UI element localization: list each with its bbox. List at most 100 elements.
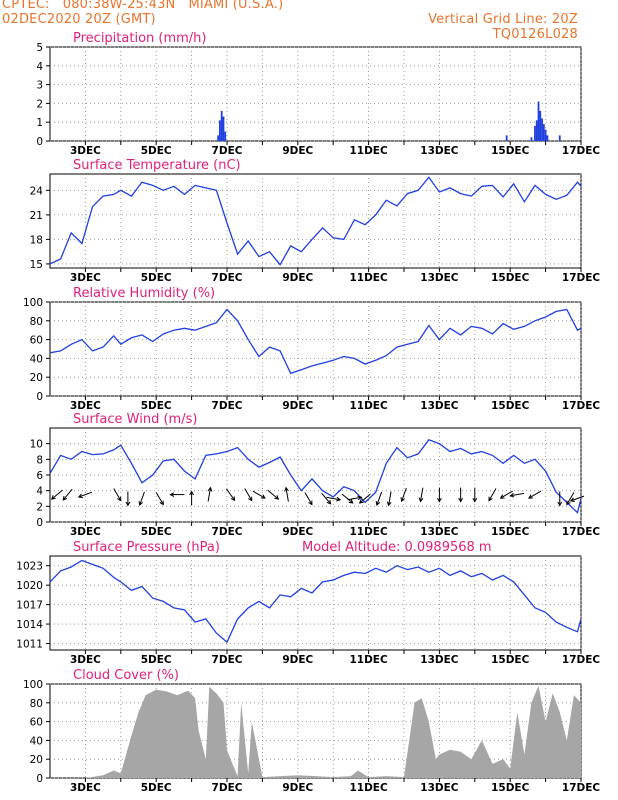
wind-arrow-head	[348, 499, 354, 504]
y-tick-label: 2	[36, 98, 43, 110]
wind-arrow-shaft	[500, 490, 513, 499]
precip-bar	[220, 110, 223, 141]
x-tick-label: 15DEC	[491, 145, 530, 157]
y-tick-label: 18	[30, 234, 43, 246]
wind-arrow-head	[159, 500, 164, 506]
wind-arrow-head	[557, 501, 563, 507]
y-tick-label: 40	[30, 353, 43, 365]
precip-bar	[544, 129, 547, 141]
y-tick-label: 15	[30, 259, 43, 271]
y-tick-label: 0	[36, 517, 43, 529]
x-tick-label: 9DEC	[282, 782, 313, 794]
wind-arrow-shaft	[252, 490, 266, 499]
wind-arrow-shaft	[139, 491, 145, 506]
wind-arrow-head	[472, 497, 478, 503]
wind-arrow-head	[308, 500, 313, 506]
x-tick-label: 3DEC	[70, 272, 101, 284]
panel-title: Surface Temperature (nC)	[73, 158, 241, 173]
x-tick-label: 7DEC	[212, 782, 243, 794]
wind-arrow-head	[437, 497, 442, 503]
wind-arrow-shaft	[326, 496, 341, 501]
wind-arrow-head	[50, 495, 56, 500]
precip-bar	[542, 124, 545, 141]
series-line	[49, 439, 582, 514]
wind-arrow-shaft	[207, 487, 212, 502]
series-line	[49, 559, 582, 644]
panel-1: 15 18 21 24 3DEC 5DEC 7DEC 9DEC 11DEC 13DEC 15DEC 1…	[30, 158, 601, 284]
panel-frame	[49, 427, 582, 523]
wind-arrow-head	[248, 496, 253, 502]
y-tick-label: 21	[30, 210, 43, 222]
y-tick-label: 0	[36, 136, 43, 148]
wind-arrow-head	[386, 501, 392, 507]
x-tick-label: 9DEC	[282, 400, 313, 412]
wind-arrow-head	[488, 496, 493, 502]
y-tick-label: 2	[36, 501, 43, 513]
wind-arrow-shaft	[376, 491, 383, 506]
x-tick-label: 17DEC	[562, 400, 601, 412]
wind-arrow-shaft	[304, 492, 313, 505]
panel-2: 0 20 40 60 80 100 3DEC 5DEC 7DEC 9DEC 11DEC 13DEC 15…	[23, 286, 600, 412]
wind-arrow-head	[207, 486, 213, 492]
wind-arrow-shaft	[566, 492, 575, 505]
x-tick-label: 17DEC	[562, 782, 601, 794]
y-tick-label: 1017	[16, 600, 43, 612]
panel-frame	[49, 555, 582, 651]
y-tick-label: 80	[30, 698, 43, 710]
x-tick-label: 3DEC	[70, 400, 101, 412]
y-tick-label: 1020	[16, 580, 43, 592]
x-tick-label: 11DEC	[349, 145, 388, 157]
wind-arrow-shaft	[62, 488, 73, 501]
wind-arrow-head	[528, 494, 533, 499]
x-tick-label: 11DEC	[349, 272, 388, 284]
wind-arrow-shaft	[155, 492, 164, 505]
wind-arrow-shaft	[285, 487, 289, 502]
x-tick-label: 7DEC	[212, 400, 243, 412]
y-tick-label: 24	[30, 185, 44, 197]
panel-title: Surface Pressure (hPa)	[73, 540, 220, 555]
x-tick-label: 11DEC	[349, 782, 388, 794]
wind-arrow-shaft	[113, 488, 122, 501]
precip-bar	[546, 135, 549, 141]
wind-arrow-shaft	[488, 488, 497, 501]
x-tick-label: 9DEC	[282, 145, 313, 157]
wind-arrow-head	[117, 496, 122, 502]
y-tick-label: 4	[36, 486, 43, 498]
y-tick-label: 100	[23, 297, 43, 309]
panel-title: Cloud Cover (%)	[73, 668, 179, 683]
wind-arrow-head	[357, 495, 363, 501]
x-tick-label: 9DEC	[282, 526, 313, 538]
y-tick-label: 3	[36, 80, 43, 92]
wind-arrow-shaft	[341, 493, 354, 504]
x-tick-label: 13DEC	[420, 400, 459, 412]
model-id: TQ0126L028	[492, 27, 578, 42]
wind-arrow-head	[138, 501, 143, 507]
wind-arrow-head	[569, 497, 575, 502]
wind-arrow-head	[274, 495, 280, 500]
panel-title: Surface Wind (m/s)	[73, 412, 197, 427]
series-line	[49, 176, 582, 266]
wind-arrow-head	[336, 496, 342, 502]
x-tick-label: 13DEC	[420, 782, 459, 794]
x-tick-label: 15DEC	[491, 654, 530, 666]
model-altitude: Model Altitude: 0.0989568 m	[302, 540, 492, 555]
wind-arrow-head	[358, 499, 364, 504]
x-tick-label: 13DEC	[420, 272, 459, 284]
series-line	[49, 308, 582, 375]
wind-arrow-shaft	[244, 488, 253, 501]
wind-arrow-head	[189, 490, 194, 496]
y-tick-label: 80	[30, 316, 43, 328]
x-tick-label: 11DEC	[349, 526, 388, 538]
wind-arrow-shaft	[419, 487, 424, 502]
x-tick-label: 11DEC	[349, 654, 388, 666]
x-tick-label: 17DEC	[562, 526, 601, 538]
wind-arrow-head	[230, 496, 236, 502]
x-tick-label: 13DEC	[420, 654, 459, 666]
y-tick-label: 40	[30, 735, 43, 747]
precip-bar	[537, 101, 540, 141]
header-line1: CPTEC: 080:38W-25:43N MIAMI (U.S.A.)	[2, 0, 284, 12]
x-tick-label: 5DEC	[141, 400, 172, 412]
wind-arrow-head	[375, 501, 381, 507]
x-tick-label: 13DEC	[420, 526, 459, 538]
x-tick-label: 5DEC	[141, 782, 172, 794]
